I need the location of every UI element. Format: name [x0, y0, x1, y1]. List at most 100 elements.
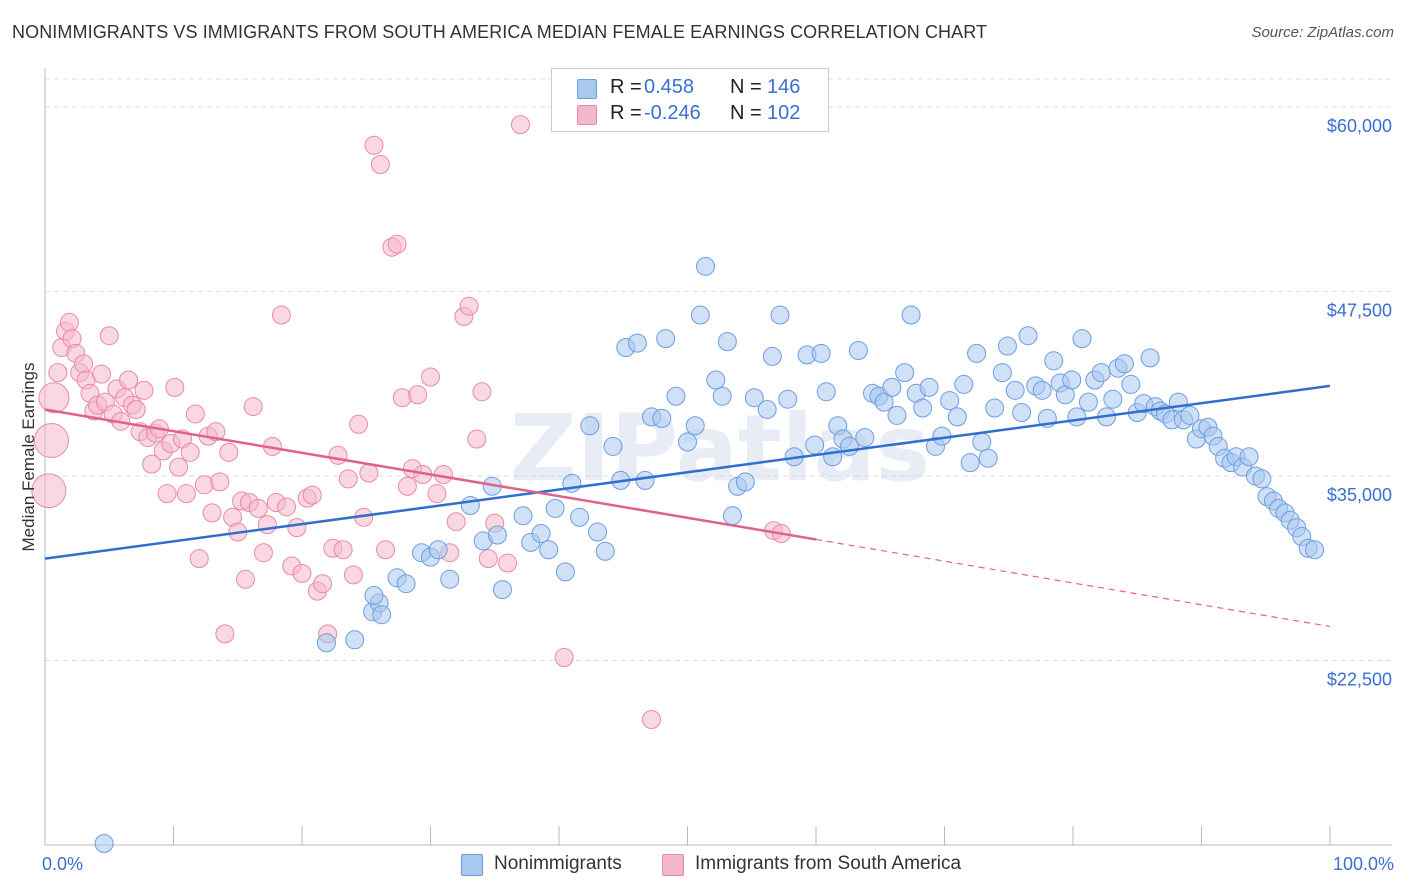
legend-n-label: N =: [730, 102, 762, 124]
nonimmigrants-point: [1067, 407, 1087, 427]
nonimmigrants-point: [778, 389, 798, 409]
immigrants-point: [215, 624, 235, 644]
immigrants-point: [185, 404, 205, 424]
trend-layer: [44, 384, 1331, 628]
series-legend: Nonimmigrants Immigrants from South Amer…: [0, 852, 1406, 878]
immigrants-point: [292, 563, 312, 583]
nonimmigrants-trend-line: [44, 384, 1331, 560]
nonimmigrants-point: [1252, 469, 1272, 489]
nonimmigrants-point: [770, 305, 790, 325]
nonimmigrants-point: [887, 405, 907, 425]
immigrants-point: [119, 370, 139, 390]
nonimmigrants-point: [1005, 380, 1025, 400]
nonimmigrants-point: [570, 507, 590, 527]
x-tick-label: 0.0%: [42, 854, 83, 874]
immigrants-point: [257, 515, 277, 535]
legend-label: Immigrants from South America: [695, 853, 962, 874]
nonimmigrants-point: [947, 407, 967, 427]
x-tick-label: 100.0%: [1333, 854, 1394, 874]
immigrants-point: [48, 363, 68, 383]
immigrants-point: [642, 710, 662, 730]
immigrants-point: [392, 388, 412, 408]
nonimmigrants-point: [1072, 329, 1092, 349]
immigrants-point: [427, 484, 447, 504]
nonimmigrants-point: [895, 363, 915, 383]
nonimmigrants-point: [635, 470, 655, 490]
nonimmigrants-point: [555, 562, 575, 582]
immigrants-point: [370, 154, 390, 174]
source-label: Source: ZipAtlas.com: [1251, 24, 1394, 41]
nonimmigrants-point: [656, 329, 676, 349]
nonimmigrants-point: [882, 377, 902, 397]
immigrants-point: [134, 380, 154, 400]
y-tick-label: $47,500: [1327, 300, 1392, 320]
immigrants-point: [59, 312, 79, 332]
nonimmigrants-point: [901, 305, 921, 325]
nonimmigrants-point: [364, 586, 384, 606]
nonimmigrants-point: [487, 525, 507, 545]
immigrants-point: [446, 512, 466, 532]
nonimmigrants-point: [960, 453, 980, 473]
nonimmigrants-point: [985, 398, 1005, 418]
immigrants-point: [421, 367, 440, 387]
nonimmigrants-point: [690, 305, 710, 325]
immigrants-point: [408, 385, 428, 405]
nonimmigrants-point: [678, 432, 697, 452]
immigrants-point: [219, 442, 239, 462]
legend-label: Nonimmigrants: [494, 853, 622, 874]
nonimmigrants-point: [816, 382, 836, 402]
nonimmigrants-point: [992, 363, 1012, 383]
immigrants-point: [313, 574, 333, 594]
legend-n-value: 146: [767, 76, 801, 98]
immigrants-point: [74, 354, 94, 374]
nonimmigrants-point: [460, 495, 480, 515]
nonimmigrants-point: [762, 346, 782, 366]
immigrants-point: [302, 485, 322, 505]
immigrants-point: [243, 397, 263, 417]
immigrants-point: [92, 364, 112, 384]
immigrants-point: [194, 475, 214, 495]
chart-title: NONIMMIGRANTS VS IMMIGRANTS FROM SOUTH A…: [12, 22, 988, 42]
nonimmigrants-point: [1091, 363, 1111, 383]
immigrants-point: [472, 382, 492, 402]
immigrants-point: [349, 414, 369, 434]
nonimmigrants-point: [1078, 392, 1098, 412]
immigrants-trend-line: [44, 408, 817, 541]
nonimmigrants-point: [706, 370, 726, 390]
legend-row-nonimmigrants: R = 0.458 N = 146: [552, 75, 828, 101]
nonimmigrants-point: [967, 343, 987, 363]
immigrants-point: [33, 423, 69, 459]
nonimmigrants-point: [531, 524, 551, 544]
nonimmigrants-point: [652, 408, 672, 428]
immigrants-point: [271, 305, 291, 325]
immigrants-point: [189, 549, 209, 569]
immigrants-point: [169, 457, 189, 477]
nonimmigrants-point: [588, 522, 608, 542]
y-tick-label: $22,500: [1327, 669, 1392, 689]
nonimmigrants-point: [1180, 405, 1200, 425]
nonimmigrants-point: [1121, 374, 1141, 394]
nonimmigrants-point: [954, 374, 974, 394]
legend-row-immigrants: R = -0.246 N = 102: [552, 101, 828, 127]
nonimmigrants-point: [595, 541, 615, 561]
nonimmigrants-point: [372, 605, 392, 625]
immigrants-point: [157, 484, 177, 504]
nonimmigrants-point: [717, 332, 737, 352]
immigrants-point: [376, 540, 396, 560]
nonimmigrants-point: [1103, 389, 1123, 409]
immigrants-point: [38, 382, 70, 414]
nonimmigrants-point: [722, 506, 742, 526]
immigrants-point: [235, 569, 255, 589]
nonimmigrants-point: [580, 416, 600, 436]
nonimmigrants-point: [685, 416, 705, 436]
nonimmigrants-point: [874, 392, 894, 412]
immigrants-trend-extension: [815, 538, 1331, 628]
immigrants-point: [99, 326, 119, 346]
nonimmigrants-point: [492, 580, 512, 600]
nonimmigrants-point: [627, 333, 647, 353]
immigrants-point: [180, 442, 200, 462]
immigrants-point: [338, 469, 358, 489]
nonimmigrants-point: [695, 256, 715, 276]
legend-n-label: N =: [730, 76, 762, 98]
